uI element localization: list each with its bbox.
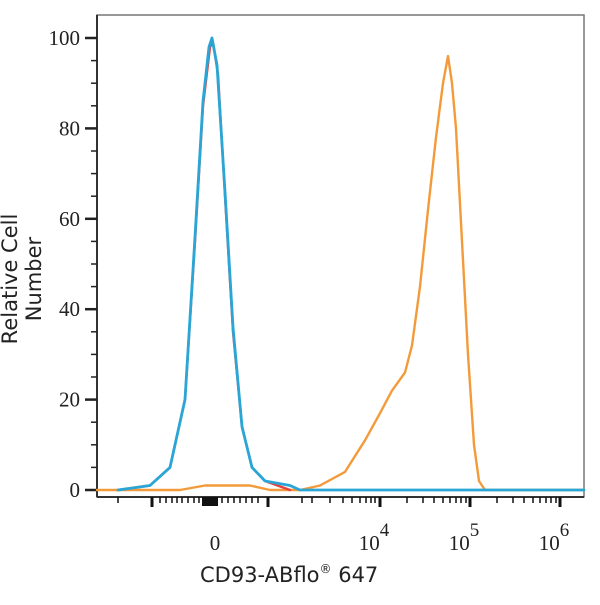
x-axis-label-tail: 647 [331, 563, 379, 587]
x-axis-label: CD93-ABflo® 647 [200, 562, 440, 587]
y-tick-label: 20 [59, 388, 80, 412]
x-tick-label: 0 [210, 531, 221, 555]
x-axis-label-main: CD93-ABflo [200, 563, 320, 587]
y-tick-label: 80 [59, 116, 80, 140]
y-tick-label: 100 [49, 26, 81, 50]
y-axis-ticks: 0 20 40 60 80 100 [49, 26, 97, 502]
y-tick-label: 40 [59, 297, 80, 321]
x-tick-label: 104 [359, 520, 390, 555]
series-line-0 [116, 41, 292, 492]
y-tick-label: 0 [70, 478, 81, 502]
series-line-1 [116, 36, 586, 492]
histogram-series [95, 36, 586, 492]
plot-frame [96, 14, 585, 498]
y-axis-label: Relative Cell Number [0, 213, 46, 345]
x-tick-label: 105 [449, 520, 480, 555]
registered-mark: ® [319, 562, 332, 576]
series-line-2 [95, 54, 586, 492]
y-tick-label: 60 [59, 207, 80, 231]
x-axis-ticks: 0 104 105 106 [117, 497, 570, 555]
x-tick-label: 106 [539, 520, 570, 555]
